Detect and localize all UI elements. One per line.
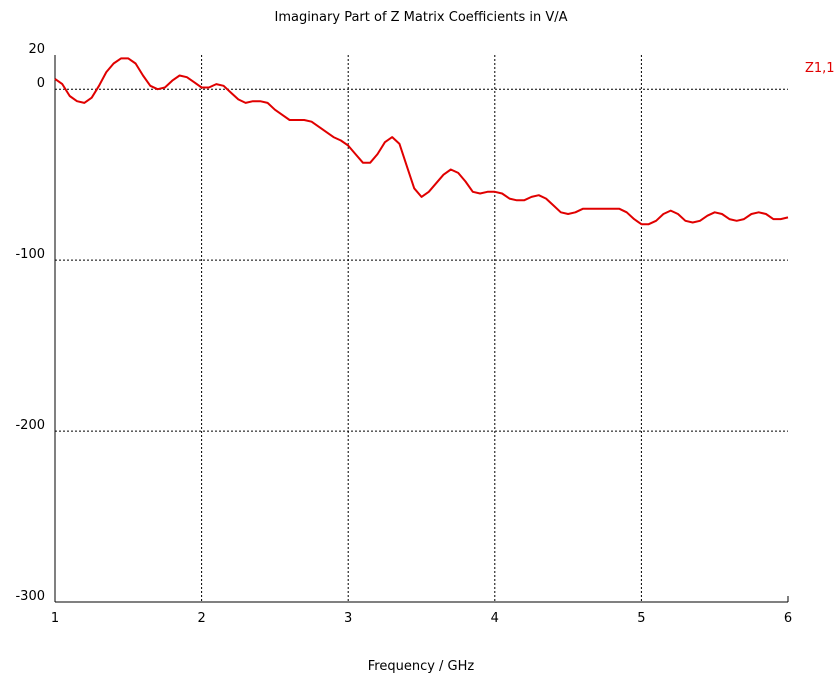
x-tick-label-4: 5 [637,611,645,626]
y-tick-label-2: -100 [15,247,45,262]
y-tick-label-1: 0 [37,76,45,91]
x-tick-label-5: 6 [784,611,792,626]
y-tick-label-3: -200 [15,418,45,433]
x-tick-label-3: 4 [491,611,499,626]
gridlines [55,55,788,602]
legend-entry-0: Z1,1 [805,61,835,76]
chart-title: Imaginary Part of Z Matrix Coefficients … [274,10,567,25]
x-tick-label-1: 2 [197,611,205,626]
x-axis-label: Frequency / GHz [368,659,475,674]
series-lines [54,57,789,226]
y-tick-label-4: -300 [15,589,45,604]
tick-labels: 1 2 3 4 5 6 20 0 -100 -200 -300 [15,42,792,626]
x-tick-label-2: 3 [344,611,352,626]
x-tick-label-0: 1 [51,611,59,626]
series-line-0 [54,57,789,226]
axes [54,55,789,603]
legend: Z1,1 [805,61,835,76]
y-tick-label-0: 20 [28,42,45,57]
